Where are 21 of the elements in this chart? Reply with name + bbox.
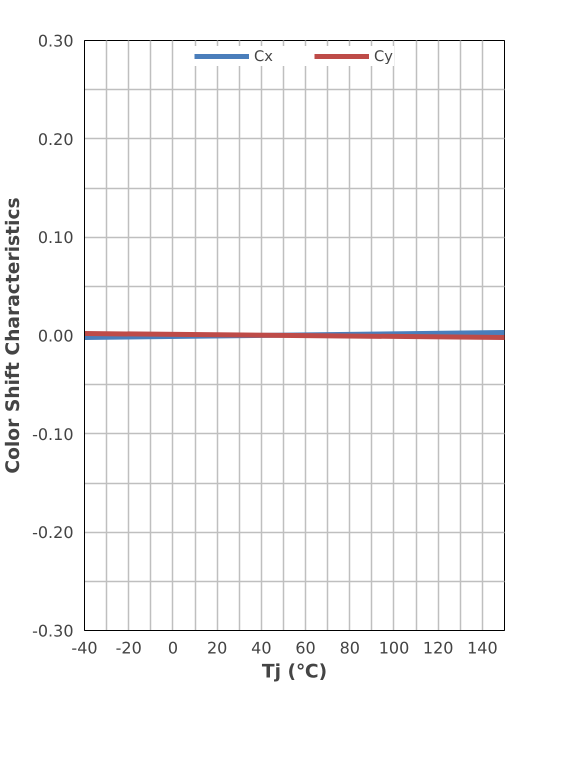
y-tick-label: -0.20 — [32, 523, 74, 542]
x-tick-label: -20 — [116, 638, 142, 658]
y-tick-label: -0.10 — [32, 424, 74, 444]
y-axis-title: Color Shift Characteristics — [3, 197, 24, 474]
legend-label: Cx — [254, 48, 274, 64]
x-tick-label: 80 — [340, 638, 360, 658]
y-tick-label: 0.10 — [38, 228, 74, 248]
y-tick-label: 0.30 — [38, 32, 74, 50]
x-tick-label: 140 — [467, 638, 498, 658]
x-tick-label: -40 — [71, 638, 98, 658]
x-tick-label: 40 — [251, 638, 272, 658]
x-tick-label: 0 — [168, 638, 178, 658]
x-tick-label: 120 — [422, 638, 454, 658]
x-tick-label: 60 — [295, 638, 316, 658]
x-tick-label: 100 — [378, 638, 410, 658]
x-axis-title: Tj (℃) — [262, 662, 328, 682]
x-tick-label: 20 — [206, 638, 228, 658]
y-tick-label: 0.00 — [38, 326, 74, 346]
legend-label: Cy — [374, 48, 394, 64]
y-tick-label: -0.30 — [32, 622, 74, 640]
y-tick-label: 0.20 — [38, 130, 74, 149]
